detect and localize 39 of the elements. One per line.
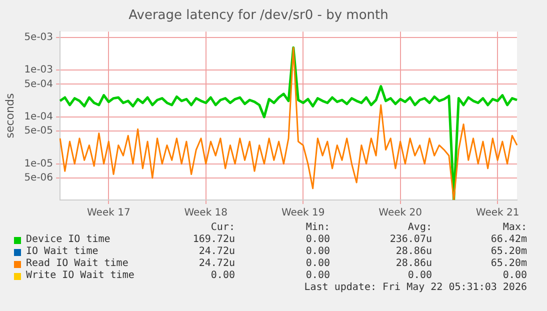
- legend-label: IO Wait time: [26, 246, 98, 258]
- y-axis-title: seconds: [3, 93, 16, 138]
- legend-label: Device IO time: [26, 234, 110, 246]
- text: Min:: [306, 222, 330, 234]
- x-tick-label: Week 20: [378, 208, 422, 219]
- y-tick-label: 1e-03: [24, 64, 54, 76]
- legend-label: Read IO Wait time: [26, 258, 128, 270]
- text: 0.00: [502, 270, 527, 282]
- text: 24.72u: [198, 246, 235, 258]
- text: 169.72u: [192, 234, 235, 246]
- chart-title: Average latency for /dev/sr0 - by month: [128, 8, 388, 24]
- y-tick-label: 5e-03: [24, 32, 54, 43]
- text: Max:: [502, 222, 527, 234]
- text: 0.00: [306, 246, 330, 258]
- text: 0.00: [306, 258, 330, 270]
- x-tick-label: Week 18: [184, 208, 228, 219]
- text: 66.42m: [490, 234, 527, 246]
- x-tick-label: Week 19: [281, 208, 325, 219]
- text: 65.20m: [490, 246, 527, 258]
- text: Cur:: [210, 222, 235, 234]
- x-tick-label: Week 17: [87, 208, 130, 219]
- text: 0.00: [306, 270, 330, 282]
- x-tick-label: Week 21: [476, 208, 520, 219]
- y-tick-label: 1e-04: [24, 112, 54, 123]
- text: 65.20m: [490, 258, 527, 270]
- text: 0.00: [210, 270, 235, 282]
- y-tick-label: 5e-04: [24, 78, 54, 90]
- text: 236.07u: [390, 234, 432, 246]
- text: 0.00: [306, 234, 330, 246]
- text: Avg:: [408, 222, 432, 234]
- text: 28.86u: [396, 258, 432, 270]
- text: Last update: Fri May 22 05:31:03 2026: [304, 282, 527, 294]
- text: 0.00: [408, 270, 432, 282]
- legend-label: Write IO Wait time: [26, 270, 134, 282]
- text: 24.72u: [198, 258, 235, 270]
- y-tick-label: 5e-05: [24, 126, 54, 137]
- y-tick-label: 5e-06: [24, 172, 54, 184]
- y-tick-label: 1e-05: [24, 158, 54, 170]
- text: 28.86u: [396, 246, 432, 258]
